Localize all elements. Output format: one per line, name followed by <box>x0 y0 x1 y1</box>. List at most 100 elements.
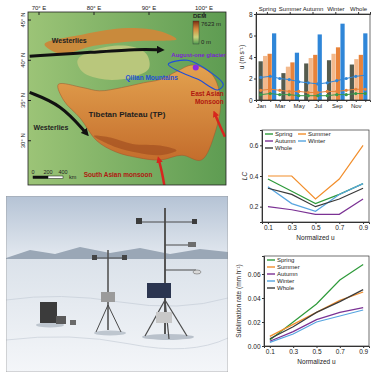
tick-mark <box>262 322 264 323</box>
series-line <box>261 94 366 96</box>
station-part <box>95 258 124 259</box>
tick-mark <box>358 12 359 14</box>
station-box <box>188 242 196 247</box>
bar <box>281 73 285 100</box>
tick: 4 <box>249 54 256 61</box>
series-line <box>268 184 363 212</box>
axis-line <box>257 12 371 15</box>
tick-mark <box>262 298 264 299</box>
plot-frame <box>256 14 370 100</box>
point <box>354 88 357 91</box>
bar <box>363 33 367 100</box>
axis: 0.10.30.50.70.9 <box>263 222 370 231</box>
tick: Spring <box>259 6 276 15</box>
series-line <box>268 188 363 206</box>
tick: Jan <box>256 100 266 109</box>
point <box>326 94 329 97</box>
station-box <box>122 255 127 260</box>
tick-mark <box>149 12 150 15</box>
tick-label: 0.3 <box>289 348 298 355</box>
tick-mark <box>254 14 256 15</box>
point <box>259 76 262 79</box>
point <box>307 81 310 84</box>
point <box>316 91 319 94</box>
tick-label: 0.5 <box>311 224 320 231</box>
tick: 0.3 <box>288 222 297 231</box>
map-label: Westerlies <box>52 37 87 44</box>
tick-mark <box>356 100 357 102</box>
tick-mark <box>254 100 256 101</box>
legend-swatch <box>265 147 273 148</box>
scale-segment <box>33 176 48 179</box>
tick: 0.9 <box>359 346 368 355</box>
station-box <box>136 218 142 224</box>
solar-panel <box>147 283 171 298</box>
tick-label: Jan <box>256 103 266 109</box>
tick: Whole <box>350 6 368 15</box>
legend-label: Whole <box>277 285 295 291</box>
tick-label: 80° E <box>87 5 102 11</box>
tick-mark <box>28 100 31 101</box>
tick: 0.06 <box>248 271 264 278</box>
axis-title: LC <box>241 172 248 181</box>
tick-label: 0.3 <box>288 224 297 231</box>
tick-mark <box>289 100 290 102</box>
tick <box>327 100 328 102</box>
point <box>345 89 348 92</box>
point <box>297 90 300 93</box>
point <box>278 93 281 96</box>
tick-label: 0.5 <box>312 348 321 355</box>
tick-mark <box>290 12 291 14</box>
point <box>364 88 367 91</box>
bar <box>263 56 267 100</box>
label-line: Monsoon <box>195 98 224 105</box>
series-line <box>261 75 366 84</box>
legend-title: DEM <box>193 13 206 19</box>
series-line <box>270 310 363 342</box>
bar <box>318 34 322 100</box>
tick-label: May <box>294 103 305 109</box>
station-part <box>140 221 195 222</box>
high-ridges <box>94 136 177 156</box>
axis: 0.000.020.040.06 <box>248 257 265 350</box>
point <box>326 90 329 93</box>
plot-area <box>270 264 363 342</box>
point <box>269 92 272 95</box>
bar <box>327 60 331 100</box>
tick: 0.3 <box>289 346 298 355</box>
tick-mark <box>262 274 264 275</box>
tick: Nov <box>351 100 362 109</box>
legend-label: Spring <box>277 257 294 263</box>
tick-mark <box>254 36 256 37</box>
point <box>345 93 348 96</box>
legend-label: Summer <box>308 131 331 137</box>
station-part <box>165 245 190 246</box>
glacier-point <box>193 65 199 71</box>
legend-swatch <box>298 133 306 134</box>
tick: Jul <box>314 100 322 109</box>
tick: 0.6 <box>249 142 262 149</box>
axis-title: u (m s⁻¹) <box>238 45 246 69</box>
tick: 0.1 <box>264 222 273 231</box>
plot-area <box>259 24 368 100</box>
station-box <box>70 320 76 325</box>
tick-mark <box>280 100 281 102</box>
point <box>335 79 338 82</box>
axis: 0.10.30.50.70.9 <box>265 346 370 355</box>
tick: 2 <box>249 75 256 82</box>
tick-mark <box>308 100 309 102</box>
axis: SpringSummerAutumnWinterWhole <box>257 6 371 15</box>
legend: SpringSummerAutumnWinterWhole <box>267 257 300 291</box>
tick-label: 35° N <box>20 93 26 108</box>
tick-mark <box>346 100 347 102</box>
tick-label: 0.9 <box>359 224 368 231</box>
map: 70° E80° E90° E100° E45° N40° N35° N30° … <box>20 5 226 186</box>
map-label: East AsianMonsoon <box>191 90 224 105</box>
tick-label: 0.04 <box>248 295 261 302</box>
tick <box>308 100 309 102</box>
point <box>259 89 262 92</box>
tick-label: Summer <box>279 6 302 12</box>
tick-mark <box>365 100 366 102</box>
tick-label: 40° N <box>20 53 26 68</box>
axis-line <box>262 257 265 347</box>
